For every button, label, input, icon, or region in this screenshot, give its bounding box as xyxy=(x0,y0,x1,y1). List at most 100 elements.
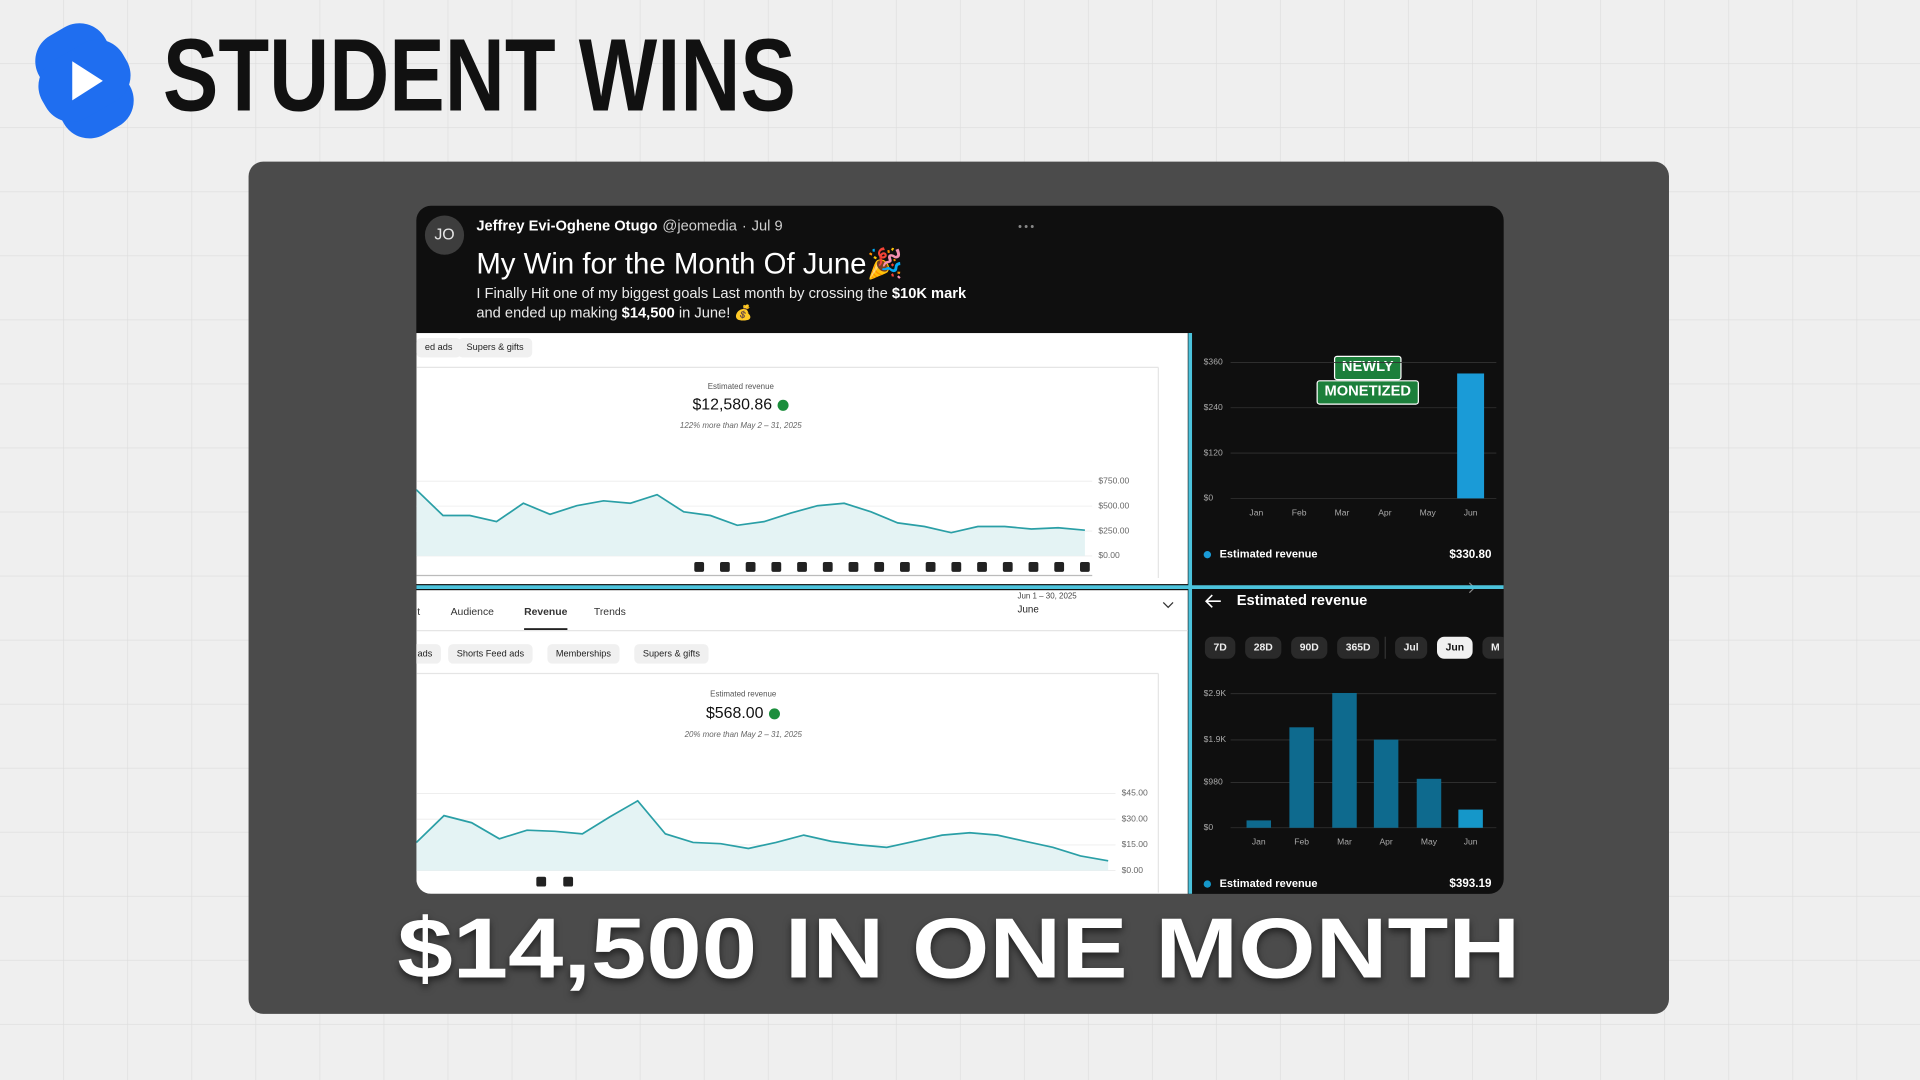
tab-underline xyxy=(524,628,568,631)
y-tick-label: $30.00 xyxy=(1122,813,1148,823)
tab[interactable]: Trends xyxy=(594,607,626,618)
shorts-icon[interactable] xyxy=(900,562,910,572)
metric-label: Estimated revenue xyxy=(710,689,777,698)
shorts-icon[interactable] xyxy=(1080,562,1090,572)
x-tick-label: Jan xyxy=(1252,837,1266,847)
date-range: Jun 1 – 30, 2025 xyxy=(1018,591,1078,600)
shorts-icon[interactable] xyxy=(822,562,833,572)
shorts-icon[interactable] xyxy=(874,562,885,572)
period-button[interactable] xyxy=(1395,636,1428,659)
period-label: 7D xyxy=(1213,643,1227,654)
area xyxy=(416,800,1109,871)
tweet-meta: Jeffrey Evi-Oghene Otugo @jeomedia · Jul 9 xyxy=(476,218,782,234)
legend-dot xyxy=(1203,880,1212,888)
tab[interactable]: nt xyxy=(411,607,420,618)
badge-text: MONETIZED xyxy=(1325,384,1411,400)
period-label: 90D xyxy=(1300,643,1320,654)
more-menu[interactable] xyxy=(1018,225,1034,228)
period-label: 28D xyxy=(1254,643,1274,654)
chip[interactable] xyxy=(416,337,462,358)
bar xyxy=(1332,692,1357,828)
comparison: 122% more than May 2 – 31, 2025 xyxy=(680,421,802,430)
badge xyxy=(1316,380,1419,405)
metric-total: $12,580.86 xyxy=(692,397,772,414)
y-tick-label: $2.9K xyxy=(1204,688,1227,698)
tweet-text: $14,500 xyxy=(622,305,675,321)
bar xyxy=(1246,820,1272,828)
legend-value: $330.80 xyxy=(1449,548,1491,561)
shorts-icon[interactable] xyxy=(977,562,987,572)
trend-up-icon xyxy=(777,399,789,411)
avatar-initials: JO xyxy=(434,226,454,243)
logo-play xyxy=(72,61,103,101)
x-tick-label: Jun xyxy=(1464,837,1478,847)
headline: $14,500 IN ONE MONTH xyxy=(397,901,1520,997)
chip-label: Memberships xyxy=(556,648,611,658)
dropdown-chevron[interactable] xyxy=(1162,602,1174,609)
legend-label: Estimated revenue xyxy=(1220,549,1318,561)
tweet-text: $10K mark xyxy=(892,286,967,302)
y-tick-label: $500.00 xyxy=(1098,500,1129,510)
period-button[interactable] xyxy=(1291,636,1328,659)
tweet-date: Jul 9 xyxy=(752,218,783,234)
chip[interactable] xyxy=(634,644,709,664)
shorts-icon[interactable] xyxy=(1002,562,1013,572)
y-tick-label: $750.00 xyxy=(1098,475,1129,485)
shorts-icon[interactable] xyxy=(848,562,859,572)
x-tick-label: Feb xyxy=(1294,837,1309,847)
shorts-icon[interactable] xyxy=(536,876,547,887)
shorts-icon[interactable] xyxy=(694,562,705,572)
chip-label: Shorts Feed ads xyxy=(457,648,525,658)
shorts-icon[interactable] xyxy=(745,562,756,572)
period-button[interactable] xyxy=(1337,636,1380,659)
area xyxy=(416,489,1085,556)
chip-label: Supers & gifts xyxy=(643,648,701,658)
back-arrow[interactable] xyxy=(1204,594,1221,608)
shorts-icon[interactable] xyxy=(771,562,782,572)
chip-label: ed ads xyxy=(425,342,453,352)
period-button[interactable] xyxy=(1245,636,1282,659)
bar xyxy=(1457,373,1485,499)
period-button[interactable] xyxy=(1436,636,1473,659)
chip[interactable] xyxy=(457,337,533,358)
tweet-body: I Finally Hit one of my biggest goals La… xyxy=(476,286,967,322)
shorts-icon[interactable] xyxy=(563,876,574,887)
shorts-icon[interactable] xyxy=(1028,562,1039,572)
tab[interactable]: Audience xyxy=(451,607,495,618)
metric-total: $568.00 xyxy=(706,705,764,722)
x-tick-label: Feb xyxy=(1292,507,1307,517)
author-handle: @jeomedia xyxy=(662,218,737,234)
tweet-line: I Finally Hit one of my biggest goals La… xyxy=(476,286,967,302)
x-tick-label: Apr xyxy=(1378,507,1391,517)
line xyxy=(416,489,1085,534)
shorts-icon[interactable] xyxy=(720,562,730,572)
shorts-icon[interactable] xyxy=(951,562,962,572)
tab[interactable]: Revenue xyxy=(524,607,568,618)
period-button[interactable] xyxy=(1204,636,1236,659)
tweet-line: and ended up making $14,500 in June! 💰 xyxy=(476,303,752,321)
line xyxy=(416,799,1109,862)
period: June xyxy=(1018,604,1039,615)
author-name: Jeffrey Evi-Oghene Otugo xyxy=(476,218,657,234)
chip[interactable] xyxy=(409,644,441,664)
period-label: Jun xyxy=(1446,643,1464,654)
shorts-icon[interactable] xyxy=(925,562,936,572)
shorts-icon[interactable] xyxy=(1054,562,1065,572)
x-tick-label: Jun xyxy=(1464,507,1478,517)
metric-label: Estimated revenue xyxy=(708,382,775,391)
chip[interactable] xyxy=(547,644,620,664)
tweet-text: in June! 💰 xyxy=(675,303,753,321)
legend-label: Estimated revenue xyxy=(1220,878,1318,890)
shorts-icon[interactable] xyxy=(797,562,807,572)
y-tick-label: $980 xyxy=(1204,777,1223,787)
bar xyxy=(1416,778,1442,828)
chip[interactable] xyxy=(448,644,533,664)
y-tick-label: $250.00 xyxy=(1098,525,1129,535)
charts: ed ads Supers & gifts Estimated revenue $12… xyxy=(409,337,1508,893)
x-tick-label: Jan xyxy=(1249,507,1263,517)
y-tick-label: $0.00 xyxy=(1122,865,1144,875)
period-button[interactable] xyxy=(1482,636,1508,659)
x-tick-label: Mar xyxy=(1337,837,1352,847)
